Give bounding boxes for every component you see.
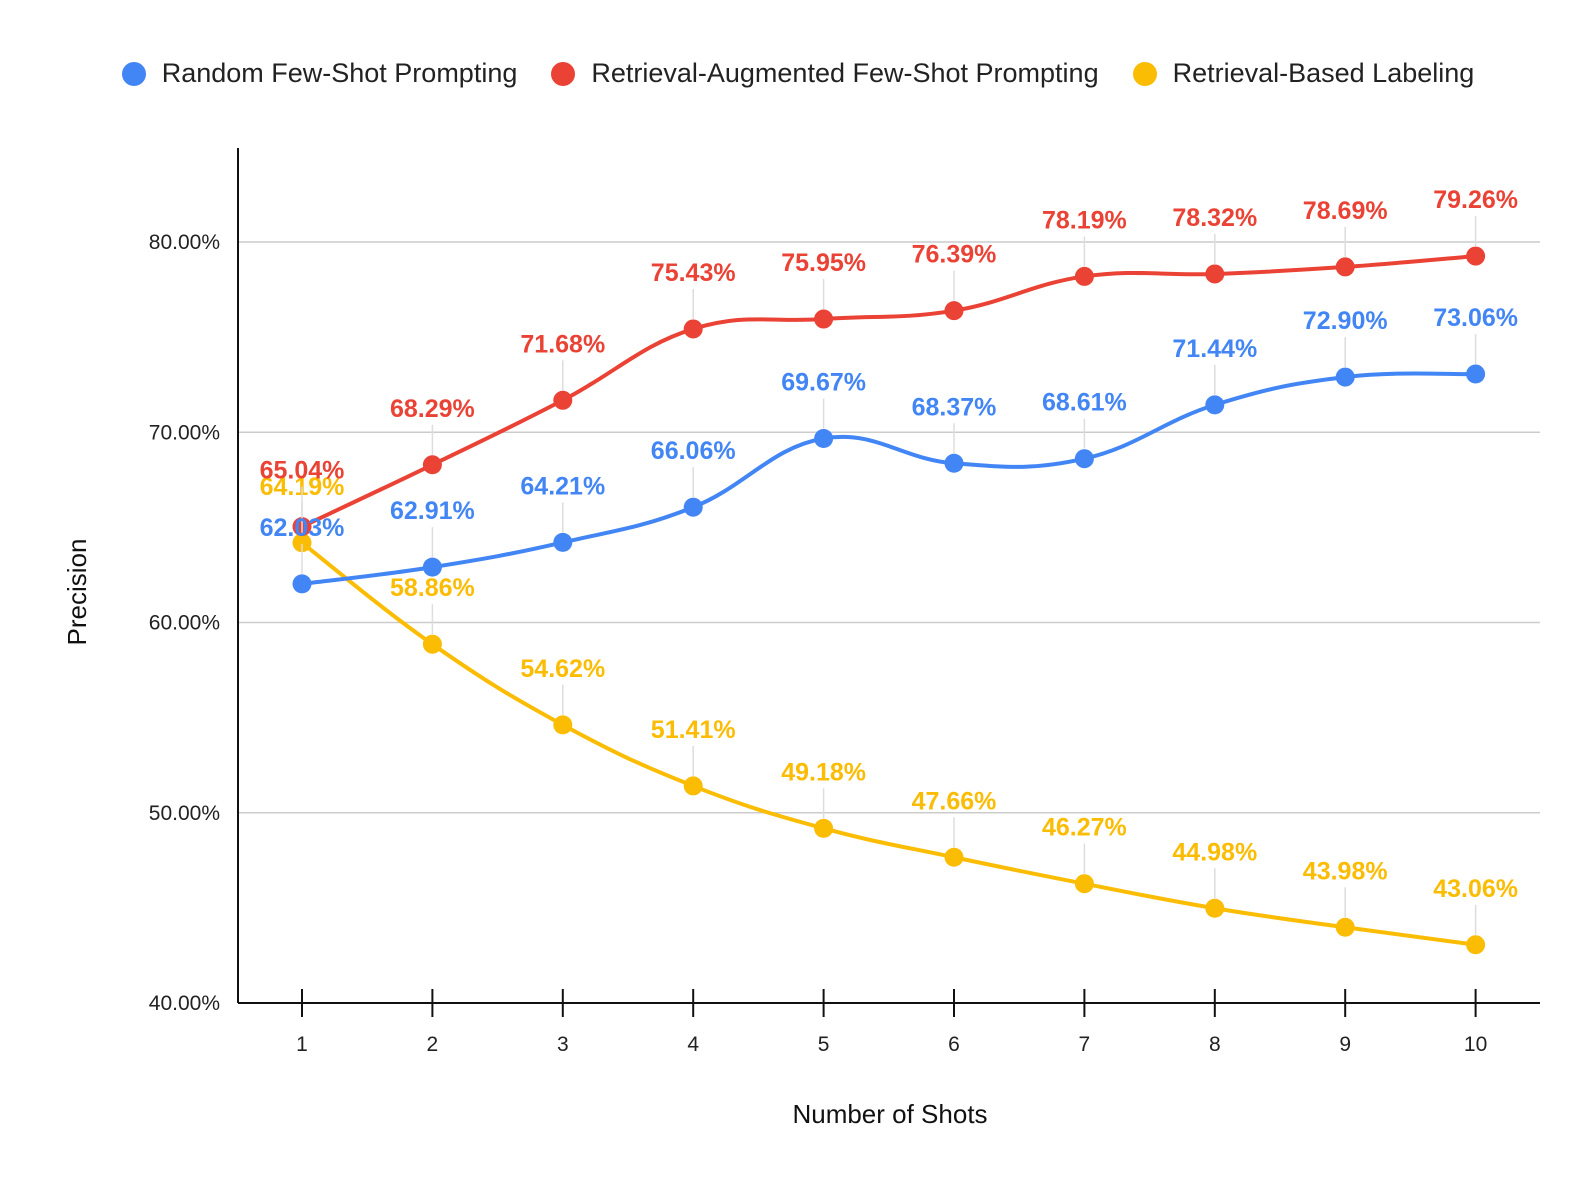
- series-group: [292, 364, 1486, 594]
- data-label: 71.68%: [520, 330, 605, 358]
- x-tick-label: 3: [557, 1033, 569, 1056]
- data-label: 69.67%: [781, 369, 866, 397]
- data-label: 65.04%: [260, 457, 345, 485]
- data-point: [422, 557, 442, 577]
- data-point: [1335, 367, 1355, 387]
- data-point: [1074, 266, 1094, 286]
- series-group: [292, 246, 1486, 537]
- legend-item: Retrieval-Augmented Few-Shot Prompting: [551, 58, 1099, 89]
- data-label: 71.44%: [1172, 335, 1257, 363]
- x-tick-label: 6: [948, 1033, 960, 1056]
- data-point: [814, 429, 834, 449]
- x-tick-label: 5: [818, 1033, 830, 1056]
- y-tick-label: 70.00%: [149, 421, 220, 444]
- data-label: 49.18%: [781, 758, 866, 786]
- x-tick-label: 8: [1209, 1033, 1221, 1056]
- data-point: [1335, 257, 1355, 277]
- series-line: [300, 541, 1476, 947]
- legend-marker-icon: [121, 61, 146, 86]
- data-point: [1205, 395, 1225, 415]
- data-label: 64.21%: [520, 472, 605, 500]
- x-axis-title: Number of Shots: [792, 1099, 987, 1129]
- x-tick-label: 1: [296, 1033, 308, 1056]
- data-labels: 64.19%58.86%54.62%51.41%49.18%47.66%46.2…: [260, 186, 1518, 935]
- data-label: 43.06%: [1433, 875, 1518, 903]
- legend-label: Retrieval-Augmented Few-Shot Prompting: [591, 58, 1099, 88]
- data-point: [1074, 874, 1094, 894]
- data-point: [1466, 935, 1486, 955]
- y-tick-label: 50.00%: [149, 802, 220, 825]
- data-point: [553, 532, 573, 552]
- data-label: 75.95%: [781, 249, 866, 277]
- data-point: [683, 319, 703, 339]
- data-label: 68.37%: [912, 393, 997, 421]
- data-label: 76.39%: [912, 241, 997, 269]
- axes: 1 2 3 4 5 6 7 8 9 10: [237, 148, 1540, 1056]
- data-point: [814, 309, 834, 329]
- data-point: [944, 453, 964, 473]
- data-label: 62.91%: [390, 497, 475, 525]
- data-label: 78.19%: [1042, 206, 1127, 234]
- data-label: 51.41%: [651, 716, 736, 744]
- y-tick-label: 80.00%: [149, 231, 220, 254]
- data-point: [944, 847, 964, 867]
- data-point: [683, 776, 703, 796]
- data-label: 72.90%: [1303, 307, 1388, 335]
- data-label: 79.26%: [1433, 186, 1518, 214]
- legend-item: Retrieval-Based Labeling: [1132, 58, 1475, 89]
- series-lines: [292, 246, 1486, 955]
- x-tick-label: 7: [1079, 1033, 1091, 1056]
- data-point: [422, 634, 442, 654]
- series-line: [301, 254, 1476, 529]
- data-point: [814, 818, 834, 838]
- data-point: [422, 455, 442, 475]
- chart-legend: Random Few-Shot Prompting Retrieval-Augme…: [0, 58, 1596, 89]
- data-point: [1205, 898, 1225, 918]
- grid-lines: 40.00% 50.00% 60.00% 70.00% 80.00%: [149, 231, 1540, 1015]
- data-point: [1335, 917, 1355, 937]
- data-point: [944, 301, 964, 321]
- series-line: [301, 371, 1476, 586]
- data-label: 78.32%: [1172, 204, 1257, 232]
- legend-item: Random Few-Shot Prompting: [121, 58, 518, 89]
- data-point: [1466, 246, 1486, 266]
- x-tick-label: 10: [1464, 1033, 1487, 1056]
- data-label: 78.69%: [1303, 197, 1388, 225]
- data-point: [553, 715, 573, 735]
- data-label: 66.06%: [651, 437, 736, 465]
- data-point: [1466, 364, 1486, 384]
- data-label: 68.29%: [390, 395, 475, 423]
- data-point: [1205, 264, 1225, 284]
- y-tick-label: 40.00%: [149, 992, 220, 1015]
- data-label: 46.27%: [1042, 814, 1127, 842]
- data-label: 62.03%: [260, 514, 345, 542]
- data-point: [292, 533, 312, 553]
- data-label: 68.61%: [1042, 389, 1127, 417]
- data-point: [292, 574, 312, 594]
- data-label: 43.98%: [1303, 857, 1388, 885]
- data-label: 47.66%: [912, 787, 997, 815]
- data-point: [553, 390, 573, 410]
- data-label: 75.43%: [651, 259, 736, 287]
- x-tick-label: 4: [687, 1033, 699, 1056]
- legend-marker-icon: [1132, 61, 1157, 86]
- data-label: 44.98%: [1172, 838, 1257, 866]
- x-tick-label: 2: [427, 1033, 439, 1056]
- legend-marker-icon: [551, 61, 576, 86]
- data-point: [683, 497, 703, 517]
- data-point: [1074, 449, 1094, 469]
- series-group: [292, 533, 1486, 955]
- x-tick-label: 9: [1339, 1033, 1351, 1056]
- legend-label: Retrieval-Based Labeling: [1172, 58, 1475, 88]
- legend-label: Random Few-Shot Prompting: [161, 58, 518, 88]
- y-axis-title: Precision: [62, 539, 92, 646]
- y-tick-label: 60.00%: [149, 612, 220, 635]
- data-label: 54.62%: [520, 655, 605, 683]
- data-label: 58.86%: [390, 574, 475, 602]
- data-label: 73.06%: [1433, 304, 1518, 332]
